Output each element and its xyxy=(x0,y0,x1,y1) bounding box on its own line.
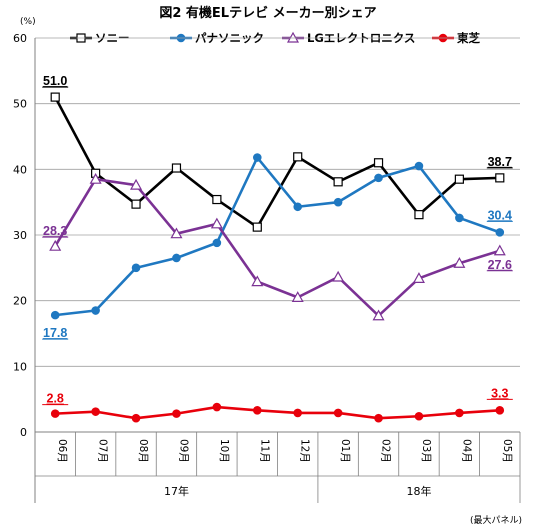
data-label-3-11: 3.3 xyxy=(491,386,508,400)
point-1-1 xyxy=(91,306,100,315)
point-0-2 xyxy=(131,199,141,209)
point-3-10 xyxy=(455,408,464,418)
year-label-1: 18年 xyxy=(406,484,431,498)
point-3-6 xyxy=(293,408,303,418)
data-label-1-11: 30.4 xyxy=(488,208,512,222)
series-line-0 xyxy=(54,96,500,229)
data-label-0-0: 51.0 xyxy=(43,74,67,88)
point-3-9 xyxy=(414,411,424,421)
data-label-1-0: 17.8 xyxy=(43,326,67,340)
x-tick-label-9: 03月 xyxy=(420,439,432,463)
point-2-8 xyxy=(372,309,385,321)
y-tick-label-30: 30 xyxy=(13,229,27,242)
x-tick-label-7: 01月 xyxy=(339,439,351,463)
x-tick-label-4: 10月 xyxy=(218,439,230,463)
point-1-3 xyxy=(172,253,181,263)
point-2-4 xyxy=(210,217,223,229)
year-label-0: 17年 xyxy=(164,484,189,498)
x-tick-label-3: 09月 xyxy=(177,439,189,463)
point-1-10 xyxy=(455,213,464,223)
point-3-8 xyxy=(374,413,383,423)
point-1-8 xyxy=(374,173,383,183)
point-2-5 xyxy=(251,275,264,287)
point-0-5 xyxy=(252,222,262,232)
point-2-1 xyxy=(89,172,102,184)
x-tick-label-10: 04月 xyxy=(460,439,472,463)
point-0-8 xyxy=(373,158,384,168)
source-note: (最大パネル) xyxy=(470,514,522,526)
point-1-7 xyxy=(333,197,343,207)
chart-title: 図2 有機ELテレビ メーカー別シェア xyxy=(159,5,376,21)
data-labels: 51.0 38.7 17.8 30.4 28.3 27.6 2.8 3.3 xyxy=(42,74,513,406)
point-0-11 xyxy=(495,173,505,183)
x-tick-label-2: 08月 xyxy=(137,439,149,463)
point-0-9 xyxy=(414,210,424,220)
point-3-11 xyxy=(495,406,505,415)
data-label-0-11: 38.7 xyxy=(488,155,512,169)
y-tick-label-40: 40 xyxy=(13,163,27,176)
x-tick-label-6: 12月 xyxy=(299,439,311,463)
y-tick-label-50: 50 xyxy=(13,98,27,111)
point-3-7 xyxy=(333,408,343,418)
point-3-0 xyxy=(50,409,60,418)
point-1-2 xyxy=(131,263,141,273)
x-tick-label-0: 06月 xyxy=(56,439,68,463)
y-unit-label: (%) xyxy=(20,17,36,27)
series-line-3 xyxy=(55,405,500,420)
gridlines xyxy=(35,37,520,367)
point-1-0 xyxy=(50,310,60,320)
point-3-3 xyxy=(172,409,181,418)
point-3-2 xyxy=(131,413,141,423)
data-label-2-11: 27.6 xyxy=(488,258,512,272)
series-line-1 xyxy=(55,156,501,317)
point-3-1 xyxy=(91,407,100,416)
x-tick-label-1: 07月 xyxy=(97,439,109,463)
point-2-6 xyxy=(291,291,304,302)
data-label-3-0: 2.8 xyxy=(47,392,64,406)
x-tick-label-5: 11月 xyxy=(258,439,270,463)
point-0-6 xyxy=(293,152,303,162)
point-2-7 xyxy=(332,270,345,282)
point-1-9 xyxy=(414,161,424,171)
x-tick-label-11: 05月 xyxy=(501,439,513,463)
series-line-2 xyxy=(54,177,501,318)
point-2-3 xyxy=(170,227,183,239)
series-group xyxy=(49,92,506,423)
point-2-2 xyxy=(130,178,143,190)
point-0-0 xyxy=(50,92,60,102)
series-2 xyxy=(49,172,506,321)
point-2-0 xyxy=(49,239,62,251)
series-3 xyxy=(50,402,505,423)
series-0 xyxy=(50,92,505,232)
point-2-9 xyxy=(412,272,425,283)
y-tick-label-20: 20 xyxy=(13,295,27,308)
y-tick-label-0: 0 xyxy=(20,426,27,439)
series-1 xyxy=(50,153,505,320)
point-0-10 xyxy=(454,174,464,184)
point-3-5 xyxy=(252,406,262,415)
axes: 0 10 20 30 40 50 60 06月 07月 08月 09月 10月 11月 12月 01月 02月… xyxy=(13,32,521,503)
y-tick-label-60: 60 xyxy=(13,32,27,45)
y-tick-label-10: 10 xyxy=(13,360,27,373)
x-tick-label-8: 02月 xyxy=(380,439,392,463)
point-1-6 xyxy=(293,202,303,212)
point-1-5 xyxy=(252,153,262,162)
legend-marker-2 xyxy=(286,31,300,43)
point-0-4 xyxy=(212,194,222,205)
data-label-2-0: 28.3 xyxy=(43,224,67,238)
point-0-3 xyxy=(171,163,182,173)
point-0-7 xyxy=(333,177,343,187)
point-2-10 xyxy=(453,257,466,268)
point-3-4 xyxy=(212,402,222,412)
point-2-11 xyxy=(493,244,506,256)
point-1-11 xyxy=(495,228,505,237)
point-1-4 xyxy=(212,238,222,248)
